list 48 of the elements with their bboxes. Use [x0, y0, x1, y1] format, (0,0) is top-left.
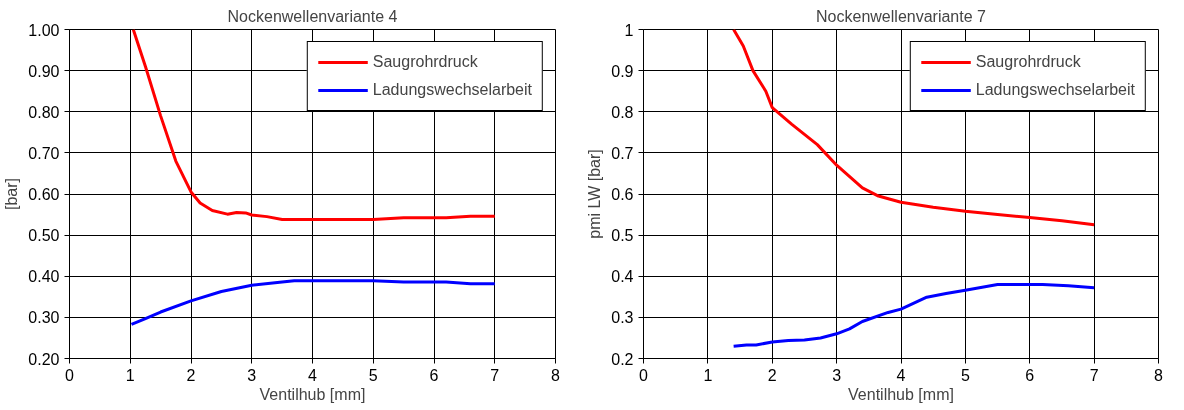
x-axis-title: Ventilhub [mm] — [848, 385, 954, 403]
x-tick-label: 6 — [1025, 366, 1035, 384]
line-series — [129, 279, 497, 326]
x-tick-label: 7 — [1089, 366, 1099, 384]
x-tick-label: 8 — [551, 366, 561, 384]
x-tick-label: 3 — [247, 366, 257, 384]
legend-label: Ladungswechselarbeit — [372, 81, 532, 99]
y-tick-label: 0.90 — [28, 62, 60, 80]
y-axis-title: [bar] — [3, 177, 21, 211]
x-tick-label: 7 — [490, 366, 500, 384]
x-tick-label: 4 — [308, 366, 318, 384]
x-tick-label: 8 — [1154, 366, 1164, 384]
x-tick-label: 2 — [186, 366, 196, 384]
y-tick-label: 0.9 — [611, 62, 634, 80]
line-series — [732, 282, 1096, 348]
y-axis-title: pmi LW [bar] — [586, 149, 604, 239]
x-tick-label: 6 — [429, 366, 439, 384]
y-tick-label: 0.6 — [611, 186, 634, 203]
x-tick-label: 3 — [832, 366, 842, 384]
legend-label: Ladungswechselarbeit — [975, 81, 1135, 99]
x-tick-label: 0 — [65, 366, 75, 384]
y-tick-label: 1 — [624, 21, 634, 39]
x-tick-label: 2 — [767, 366, 777, 384]
y-tick-label: 0.3 — [611, 309, 634, 327]
y-tick-label: 0.5 — [611, 227, 634, 245]
x-tick-label: 0 — [639, 366, 649, 384]
x-tick-label: 1 — [125, 366, 135, 384]
y-tick-label: 0.40 — [28, 268, 60, 286]
y-tick-label: 0.4 — [611, 268, 634, 286]
legend-label: Saugrohrdruck — [975, 53, 1081, 71]
y-tick-label: 0.60 — [28, 186, 60, 203]
y-tick-label: 0.30 — [28, 309, 60, 327]
y-tick-label: 0.80 — [28, 103, 60, 121]
y-tick-label: 0.20 — [28, 350, 60, 368]
y-tick-label: 1.00 — [28, 21, 60, 39]
x-tick-label: 5 — [960, 366, 970, 384]
y-tick-label: 0.2 — [611, 350, 634, 368]
y-tick-label: 0.50 — [28, 227, 60, 245]
x-axis-title: Ventilhub [mm] — [259, 385, 366, 403]
y-tick-label: 0.8 — [611, 103, 634, 121]
x-tick-label: 1 — [703, 366, 713, 384]
y-tick-label: 0.70 — [28, 144, 60, 162]
x-tick-label: 5 — [368, 366, 378, 384]
y-tick-label: 0.7 — [611, 144, 634, 162]
legend-label: Saugrohrdruck — [372, 53, 478, 71]
x-tick-label: 4 — [896, 366, 906, 384]
chart-title: Nockenwellenvariante 4 — [227, 7, 398, 25]
chart-title: Nockenwellenvariante 7 — [816, 7, 987, 25]
